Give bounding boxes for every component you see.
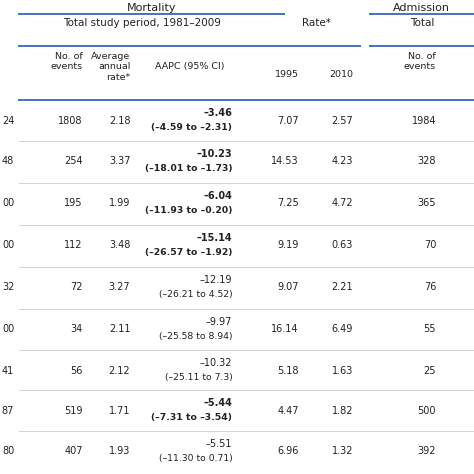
Text: Total study period, 1981–2009: Total study period, 1981–2009	[63, 18, 221, 28]
Text: (–4.59 to –2.31): (–4.59 to –2.31)	[151, 123, 232, 132]
Text: No. of
events: No. of events	[404, 52, 436, 72]
Text: 254: 254	[64, 156, 83, 166]
Text: 48: 48	[2, 156, 14, 166]
Text: 34: 34	[71, 325, 83, 335]
Text: (–11.93 to –0.20): (–11.93 to –0.20)	[145, 206, 232, 215]
Text: 392: 392	[418, 447, 436, 456]
Text: 14.53: 14.53	[271, 156, 299, 166]
Text: –15.14: –15.14	[197, 233, 232, 243]
Text: –10.23: –10.23	[197, 149, 232, 159]
Text: 2.57: 2.57	[331, 116, 353, 126]
Text: 4.47: 4.47	[277, 405, 299, 416]
Text: 24: 24	[2, 116, 14, 126]
Text: 72: 72	[71, 283, 83, 292]
Text: 1995: 1995	[274, 70, 299, 79]
Text: 2.18: 2.18	[109, 116, 130, 126]
Text: 328: 328	[418, 156, 436, 166]
Text: –9.97: –9.97	[206, 317, 232, 327]
Text: 00: 00	[2, 325, 14, 335]
Text: 00: 00	[2, 240, 14, 250]
Text: 9.19: 9.19	[277, 240, 299, 250]
Text: 1.63: 1.63	[332, 365, 353, 375]
Text: 55: 55	[424, 325, 436, 335]
Text: 7.25: 7.25	[277, 199, 299, 209]
Text: Rate*: Rate*	[302, 18, 331, 28]
Text: 87: 87	[2, 405, 14, 416]
Text: 1.32: 1.32	[332, 447, 353, 456]
Text: No. of
events: No. of events	[51, 52, 83, 72]
Text: 365: 365	[418, 199, 436, 209]
Text: Admission: Admission	[393, 3, 450, 13]
Text: –5.51: –5.51	[206, 439, 232, 449]
Text: 25: 25	[424, 365, 436, 375]
Text: 32: 32	[2, 283, 14, 292]
Text: (–26.57 to –1.92): (–26.57 to –1.92)	[145, 248, 232, 257]
Text: 9.07: 9.07	[277, 283, 299, 292]
Text: 4.72: 4.72	[331, 199, 353, 209]
Text: Total: Total	[410, 18, 434, 28]
Text: 0.63: 0.63	[332, 240, 353, 250]
Text: 5.18: 5.18	[277, 365, 299, 375]
Text: 1808: 1808	[58, 116, 83, 126]
Text: 1.71: 1.71	[109, 405, 130, 416]
Text: –12.19: –12.19	[200, 275, 232, 285]
Text: Average
annual
rate*: Average annual rate*	[91, 52, 130, 82]
Text: –10.32: –10.32	[200, 358, 232, 368]
Text: 112: 112	[64, 240, 83, 250]
Text: AAPC (95% CI): AAPC (95% CI)	[155, 62, 224, 71]
Text: 3.48: 3.48	[109, 240, 130, 250]
Text: 2.11: 2.11	[109, 325, 130, 335]
Text: –3.46: –3.46	[203, 108, 232, 118]
Text: (–25.11 to 7.3): (–25.11 to 7.3)	[164, 373, 232, 382]
Text: 6.96: 6.96	[277, 447, 299, 456]
Text: (–11.30 to 0.71): (–11.30 to 0.71)	[158, 454, 232, 463]
Text: 2.12: 2.12	[109, 365, 130, 375]
Text: 1.93: 1.93	[109, 447, 130, 456]
Text: 407: 407	[64, 447, 83, 456]
Text: 56: 56	[71, 365, 83, 375]
Text: (–25.58 to 8.94): (–25.58 to 8.94)	[159, 332, 232, 341]
Text: 4.23: 4.23	[332, 156, 353, 166]
Text: 1.99: 1.99	[109, 199, 130, 209]
Text: 16.14: 16.14	[271, 325, 299, 335]
Text: 1984: 1984	[411, 116, 436, 126]
Text: 2.21: 2.21	[331, 283, 353, 292]
Text: 500: 500	[418, 405, 436, 416]
Text: 70: 70	[424, 240, 436, 250]
Text: 00: 00	[2, 199, 14, 209]
Text: 80: 80	[2, 447, 14, 456]
Text: 6.49: 6.49	[332, 325, 353, 335]
Text: 3.27: 3.27	[109, 283, 130, 292]
Text: (–18.01 to –1.73): (–18.01 to –1.73)	[145, 164, 232, 173]
Text: 2010: 2010	[329, 70, 353, 79]
Text: 76: 76	[424, 283, 436, 292]
Text: (–7.31 to –3.54): (–7.31 to –3.54)	[151, 413, 232, 422]
Text: (–26.21 to 4.52): (–26.21 to 4.52)	[159, 290, 232, 299]
Text: Mortality: Mortality	[127, 3, 176, 13]
Text: 1.82: 1.82	[332, 405, 353, 416]
Text: 7.07: 7.07	[277, 116, 299, 126]
Text: 3.37: 3.37	[109, 156, 130, 166]
Text: –5.44: –5.44	[203, 398, 232, 408]
Text: 195: 195	[64, 199, 83, 209]
Text: –6.04: –6.04	[203, 191, 232, 201]
Text: 41: 41	[2, 365, 14, 375]
Text: 519: 519	[64, 405, 83, 416]
